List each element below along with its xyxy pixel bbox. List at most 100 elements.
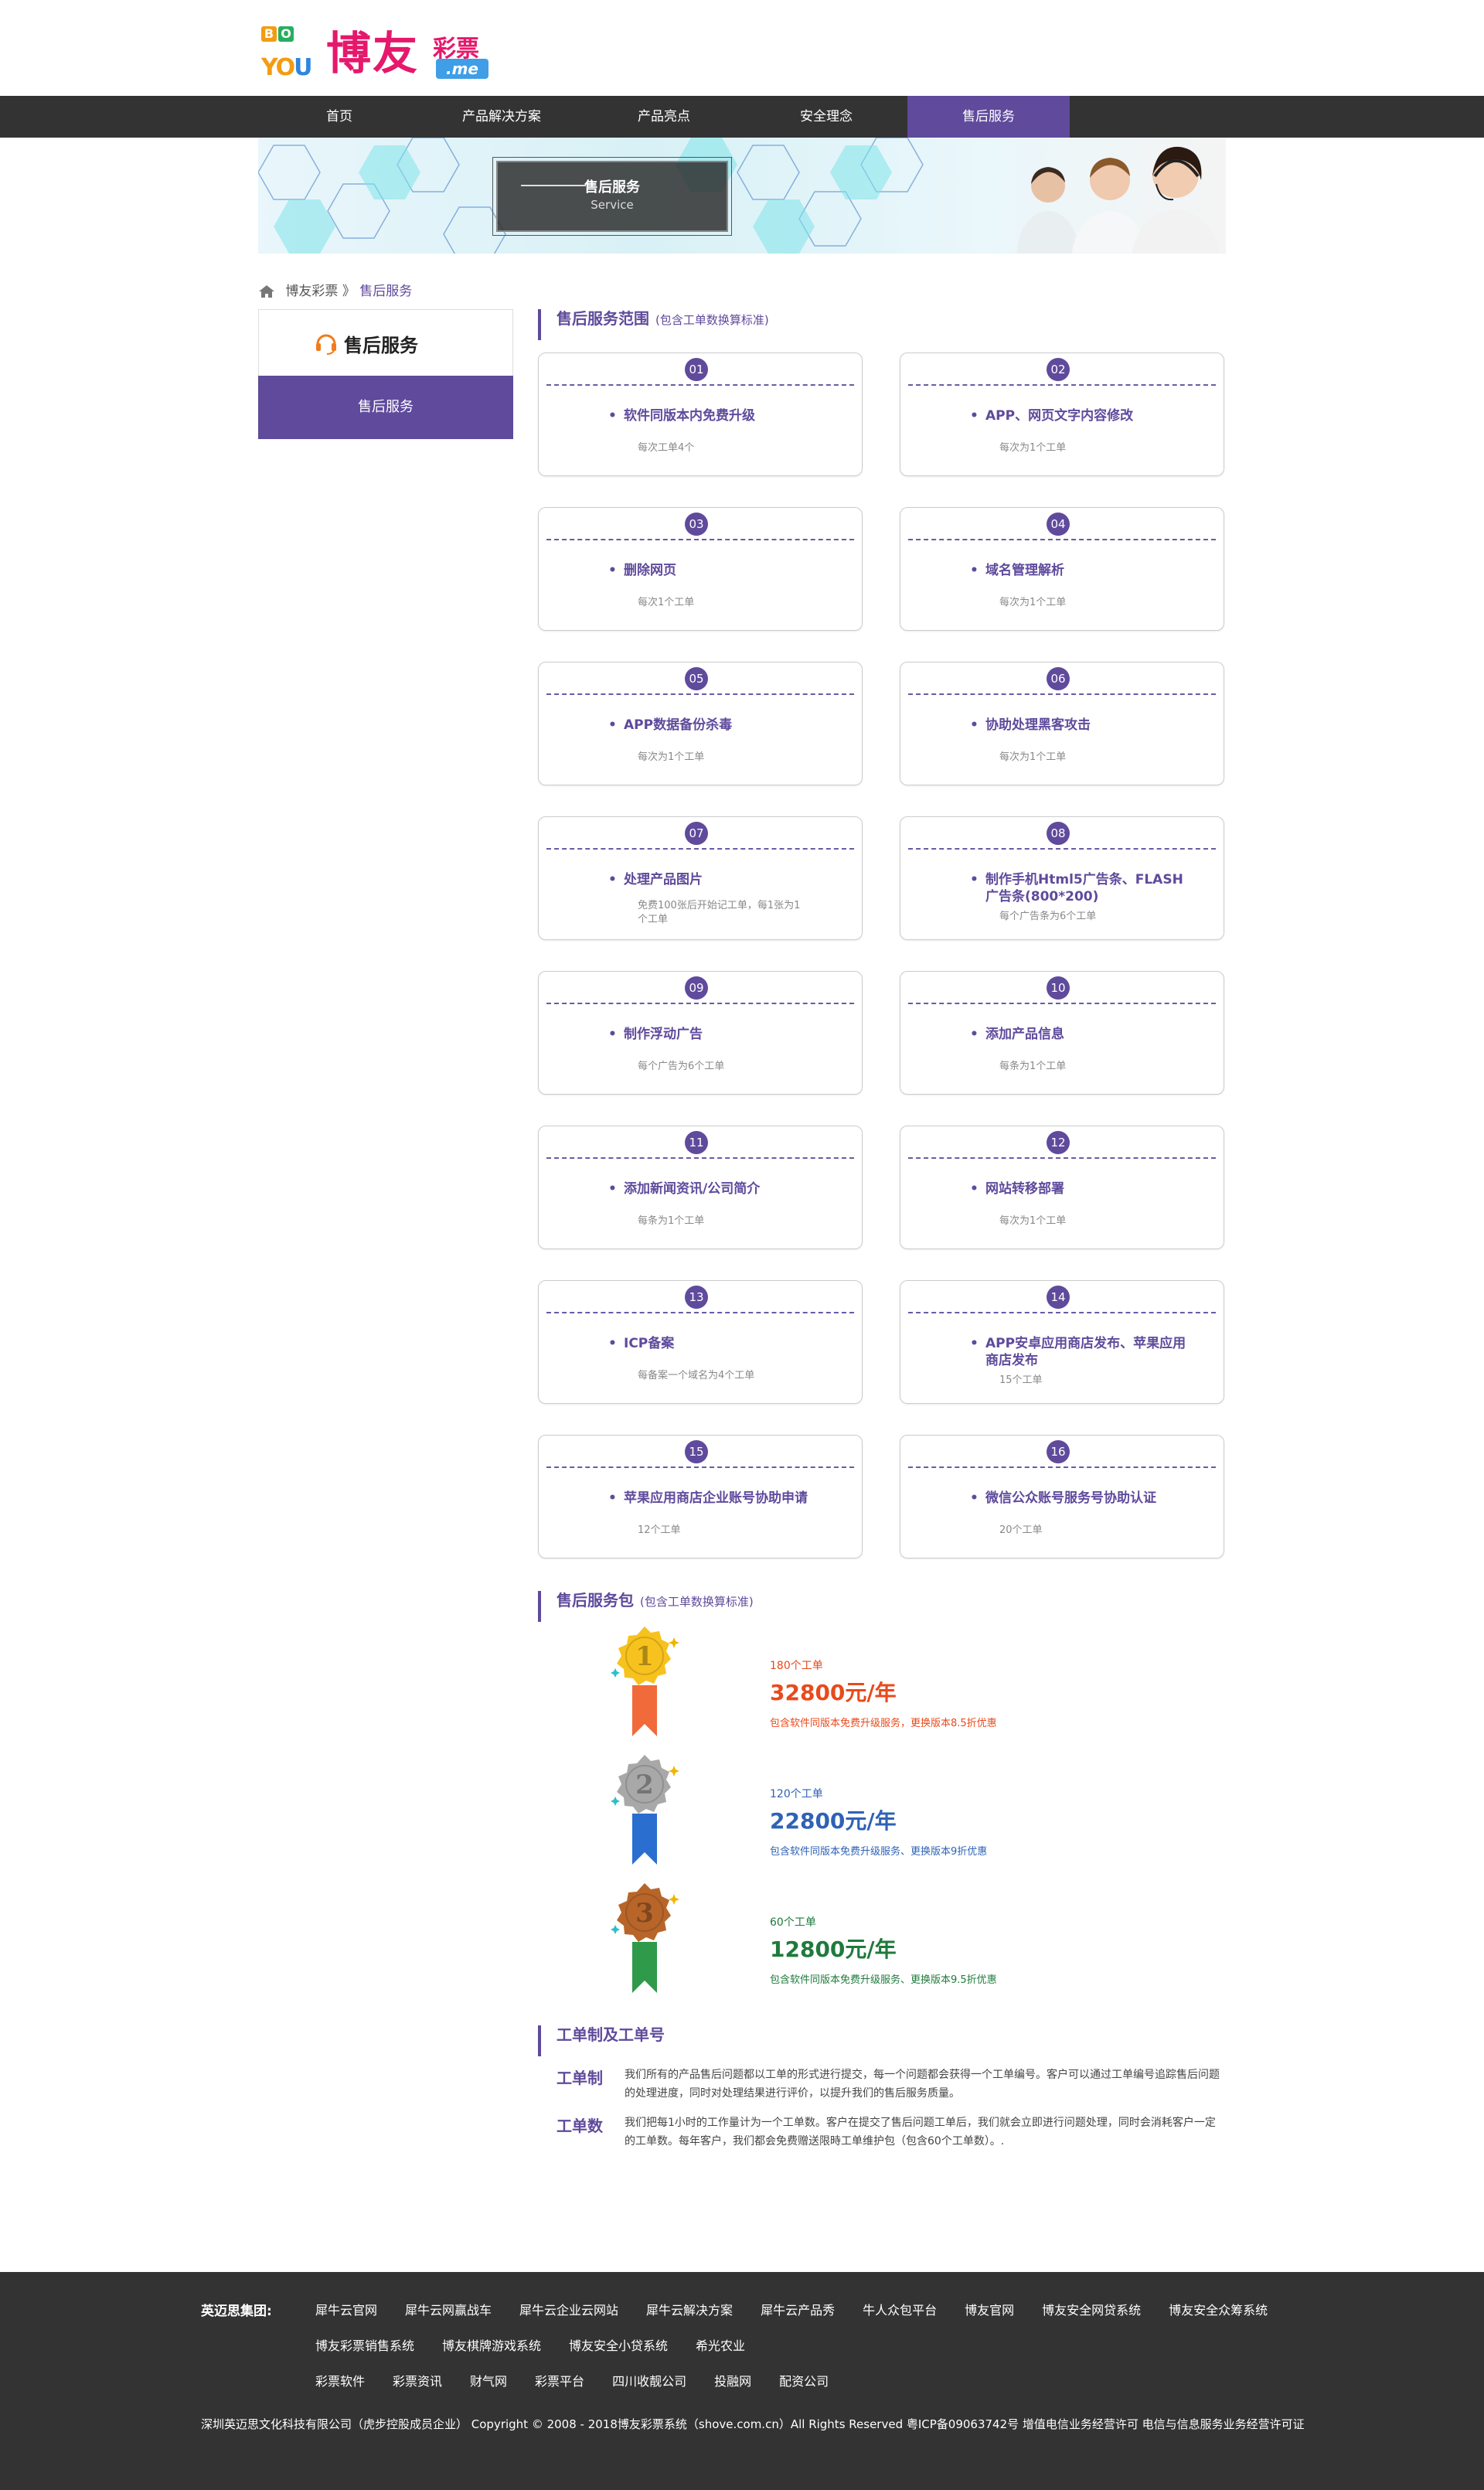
footer-link[interactable]: 牛人众包平台 (863, 2303, 938, 2318)
ticket-rule: 工单制 我们所有的产品售后问题都以工单的形式进行提交，每一个问题都会获得一个工单编… (538, 2066, 1226, 2104)
footer-link-row: 博友彩票销售系统 博友棋牌游戏系统 博友安全小贷系统 希光农业 (315, 2335, 1281, 2371)
card-divider (546, 693, 854, 695)
medal-icon: 2 (611, 1755, 679, 1865)
card-number-badge: 14 (1047, 1286, 1070, 1309)
nav-security[interactable]: 安全理念 (800, 109, 853, 124)
ticket-section-title: 工单制及工单号 (538, 2025, 1226, 2056)
brand-logo[interactable]: B O YOU 博友 彩票 .me (261, 22, 488, 81)
footer-links: 犀牛云官网 犀牛云网赢战车 犀牛云企业云网站 犀牛云解决方案 犀牛云产品秀 牛人众包平台博… (315, 2300, 1281, 2407)
card-ticket-note: 每次为1个工单 (638, 751, 705, 763)
card-ticket-note: 15个工单 (999, 1374, 1043, 1386)
footer-link[interactable]: 博友官网 (965, 2303, 1015, 2318)
card-ticket-note: 20个工单 (999, 1524, 1043, 1536)
card-ticket-note: 每次为1个工单 (999, 751, 1067, 763)
card-number-badge: 03 (685, 513, 708, 536)
package-list: 1 180个工单 32800元/年 包含软件同版本免费升级服务，更换版本8.5折优惠 2… (538, 1622, 1226, 2007)
card-service-name: 微信公众账号服务号协助认证 (970, 1490, 1186, 1507)
footer-link[interactable]: 博友彩票销售系统 (315, 2338, 415, 2353)
medal-icon: 3 (611, 1883, 679, 1993)
card-service-name: 添加产品信息 (970, 1026, 1186, 1043)
card-ticket-note: 12个工单 (638, 1524, 681, 1536)
footer-link[interactable]: 四川收靓公司 (612, 2374, 687, 2389)
rule-description: 我们所有的产品售后问题都以工单的形式进行提交，每一个问题都会获得一个工单编号。客… (625, 2069, 1220, 2100)
card-ticket-note: 每次1个工单 (638, 597, 695, 608)
footer-link[interactable]: 配资公司 (779, 2374, 829, 2389)
card-divider (546, 1466, 854, 1468)
banner-subtitle: Service (591, 198, 634, 212)
card-divider (546, 1157, 854, 1159)
footer-link[interactable]: 犀牛云产品秀 (761, 2303, 836, 2318)
main-nav: 首页 产品解决方案 产品亮点 安全理念 售后服务 (0, 96, 1484, 138)
nav-home[interactable]: 首页 (326, 109, 352, 124)
card-ticket-note: 每个广告为6个工单 (638, 1061, 725, 1072)
home-icon[interactable] (258, 284, 275, 298)
card-divider (546, 848, 854, 850)
card-ticket-note: 每次工单4个 (638, 442, 695, 454)
footer-link[interactable]: 犀牛云网赢战车 (405, 2303, 492, 2318)
package-description: 包含软件同版本免费升级服务、更换版本9折优惠 (770, 1846, 988, 1858)
package-description: 包含软件同版本免费升级服务、更换版本9.5折优惠 (770, 1974, 997, 1986)
footer-link[interactable]: 博友安全小贷系统 (569, 2338, 669, 2353)
card-service-name: APP数据备份杀毒 (608, 717, 825, 734)
card-service-name: 苹果应用商店企业账号协助申请 (608, 1490, 825, 1507)
sidebar-item-after-sales[interactable]: 售后服务 (258, 376, 513, 439)
card-number-badge: 16 (1047, 1440, 1070, 1463)
card-number-badge: 10 (1047, 976, 1070, 1000)
footer-link[interactable]: 彩票资讯 (393, 2374, 443, 2389)
footer-link[interactable]: 彩票软件 (315, 2374, 366, 2389)
logo-tile-b-icon: B (261, 26, 277, 42)
footer-link[interactable]: 博友安全众筹系统 (1169, 2303, 1268, 2318)
card-ticket-note: 每备案一个域名为4个工单 (638, 1370, 755, 1381)
card-ticket-note: 每个广告条为6个工单 (999, 911, 1097, 922)
service-card: 14 APP安卓应用商店发布、苹果应用商店发布 15个工单 (900, 1280, 1224, 1404)
card-divider (908, 539, 1216, 540)
card-service-name: 添加新闻资讯/公司简介 (608, 1180, 825, 1197)
rule-description: 我们把每1小时的工作量计为一个工单数。客户在提交了售后问题工单后，我们就会立即进… (625, 2117, 1216, 2148)
card-divider (908, 384, 1216, 386)
footer-link[interactable]: 犀牛云解决方案 (646, 2303, 733, 2318)
nav-solutions[interactable]: 产品解决方案 (462, 109, 541, 124)
ticket-rules: 工单制 我们所有的产品售后问题都以工单的形式进行提交，每一个问题都会获得一个工单编… (538, 2066, 1226, 2152)
footer-link[interactable]: 犀牛云企业云网站 (519, 2303, 619, 2318)
card-divider (546, 384, 854, 386)
card-divider (546, 1003, 854, 1004)
footer-link[interactable]: 彩票平台 (535, 2374, 585, 2389)
footer-link[interactable]: 博友棋牌游戏系统 (442, 2338, 542, 2353)
nav-after-sales[interactable]: 售后服务 (907, 96, 1070, 138)
footer: 英迈思集团: 犀牛云官网 犀牛云网赢战车 犀牛云企业云网站 犀牛云解决方案 犀牛云产品秀… (0, 2272, 1484, 2490)
footer-link[interactable]: 投融网 (714, 2374, 752, 2389)
logo-domain: .me (436, 59, 488, 79)
rule-term: 工单数 (556, 2117, 603, 2135)
nav-highlights[interactable]: 产品亮点 (638, 109, 690, 124)
footer-link[interactable]: 博友安全网贷系统 (1042, 2303, 1142, 2318)
card-ticket-note: 每条为1个工单 (638, 1215, 705, 1227)
service-package: 1 180个工单 32800元/年 包含软件同版本免费升级服务，更换版本8.5折优惠 (538, 1622, 1226, 1750)
service-scope-grid: 01软件同版本内免费升级每次工单4个02APP、网页文字内容修改每次为1个工单0… (538, 353, 1226, 1558)
card-divider (908, 848, 1216, 850)
ticket-rule: 工单数 我们把每1小时的工作量计为一个工单数。客户在提交了售后问题工单后，我们就会… (538, 2114, 1226, 2152)
service-package: 3 60个工单 12800元/年 包含软件同版本免费升级服务、更换版本9.5折优惠 (538, 1879, 1226, 2007)
breadcrumb-home[interactable]: 博友彩票 (285, 284, 339, 299)
svg-text:3: 3 (635, 1898, 654, 1929)
card-number-badge: 11 (685, 1131, 708, 1154)
footer-link[interactable]: 犀牛云官网 (315, 2303, 378, 2318)
footer-link-row: 彩票软件 彩票资讯 财气网 彩票平台 四川收靓公司 投融网 配资公司 (315, 2371, 1281, 2407)
footer-link[interactable]: 希光农业 (696, 2338, 746, 2353)
footer-link[interactable]: 财气网 (470, 2374, 508, 2389)
card-service-name: 制作浮动广告 (608, 1026, 825, 1043)
card-divider (908, 1157, 1216, 1159)
package-price: 12800元/年 (770, 1936, 897, 1962)
footer-copyright: 深圳英迈思文化科技有限公司（虎步控股成员企业） Copyright © 2008… (201, 2417, 1305, 2431)
card-service-name: APP、网页文字内容修改 (970, 407, 1186, 424)
medal-icon: 1 (611, 1627, 679, 1736)
service-card: 16 微信公众账号服务号协助认证 20个工单 (900, 1435, 1224, 1558)
card-number-badge: 12 (1047, 1131, 1070, 1154)
card-number-badge: 07 (685, 822, 708, 845)
